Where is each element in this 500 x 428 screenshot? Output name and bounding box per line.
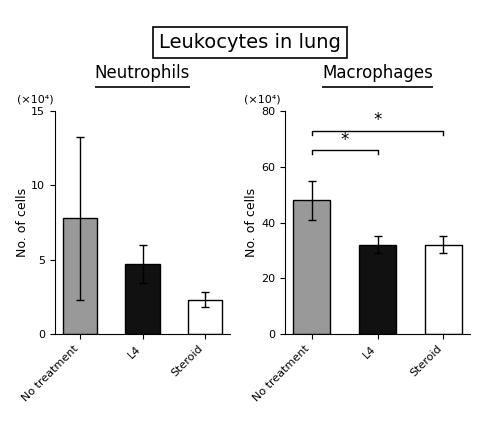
Text: (×10⁴): (×10⁴): [244, 95, 281, 104]
Text: Neutrophils: Neutrophils: [95, 64, 190, 82]
Y-axis label: No. of cells: No. of cells: [16, 188, 28, 257]
Text: Leukocytes in lung: Leukocytes in lung: [159, 33, 341, 52]
Text: *: *: [340, 131, 348, 149]
Bar: [294, 200, 330, 334]
Bar: [426, 245, 462, 334]
Text: Macrophages: Macrophages: [322, 64, 433, 82]
Bar: [188, 300, 222, 334]
Bar: [63, 218, 98, 334]
Y-axis label: No. of cells: No. of cells: [246, 188, 258, 257]
Text: *: *: [374, 111, 382, 129]
Bar: [360, 245, 396, 334]
Text: (×10⁴): (×10⁴): [16, 95, 53, 104]
Bar: [126, 264, 160, 334]
